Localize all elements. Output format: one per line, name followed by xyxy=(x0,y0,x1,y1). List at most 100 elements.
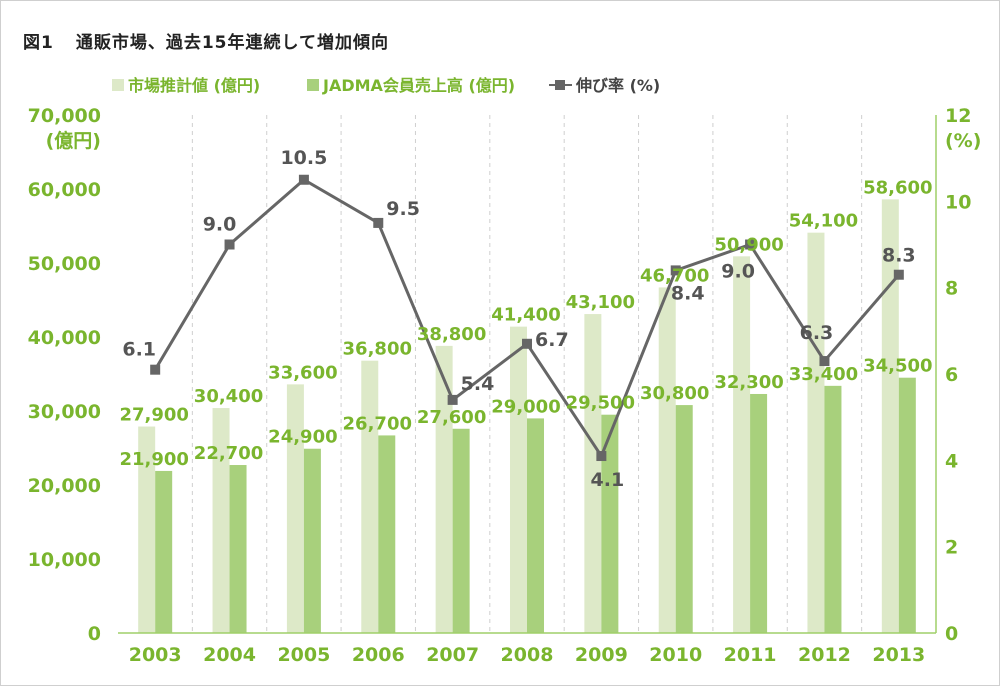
rate-point-2007 xyxy=(447,394,458,405)
y-left-tick-label: 0 xyxy=(88,623,101,645)
y-left-tick-label: 50,000 xyxy=(28,253,101,275)
y-right-unit: (%) xyxy=(945,130,981,152)
rate-point-2006 xyxy=(373,217,384,228)
rate-point-2009 xyxy=(596,451,607,462)
bar-jadma-2004 xyxy=(229,465,247,633)
rate-value-label: 6.3 xyxy=(800,322,834,344)
y-right-tick-label: 10 xyxy=(945,191,971,213)
bar-jadma-2013 xyxy=(898,377,916,633)
rate-point-2005 xyxy=(298,174,309,185)
bar-jadma-2006 xyxy=(378,435,396,633)
market-value-label: 33,600 xyxy=(268,362,337,383)
legend-marker-rate xyxy=(555,80,565,90)
rate-point-2010 xyxy=(670,265,681,276)
rate-value-label: 8.4 xyxy=(671,282,705,304)
y-left-tick-label: 60,000 xyxy=(28,179,101,201)
bar-jadma-2007 xyxy=(452,428,470,633)
figure-title: 図1 通販市場、過去15年連続して増加傾向 xyxy=(23,28,389,53)
y-left-tick-label: 10,000 xyxy=(28,549,101,571)
figure-title-text: 通販市場、過去15年連続して増加傾向 xyxy=(75,33,389,53)
rate-value-label: 6.7 xyxy=(535,329,569,351)
jadma-value-label: 30,800 xyxy=(640,383,709,404)
x-tick-label: 2010 xyxy=(649,644,702,666)
market-value-label: 38,800 xyxy=(417,324,486,345)
x-tick-label: 2008 xyxy=(501,644,554,666)
data-labels: 27,900 21,900 30,400 22,700 33,600 24,900 36,8… xyxy=(119,147,932,491)
bar-market-2005 xyxy=(286,384,304,633)
bar-market-2011 xyxy=(733,256,751,633)
jadma-value-label: 33,400 xyxy=(789,364,858,385)
market-value-label: 36,800 xyxy=(343,339,412,360)
jadma-value-label: 29,000 xyxy=(491,396,560,417)
bar-jadma-2012 xyxy=(824,385,842,633)
rate-point-2008 xyxy=(522,338,532,349)
bar-jadma-2008 xyxy=(527,418,544,633)
bar-market-2013 xyxy=(881,199,899,634)
market-value-label: 30,400 xyxy=(194,386,263,407)
market-value-label: 27,900 xyxy=(119,405,188,426)
bar-jadma-2003 xyxy=(155,470,173,633)
y-right-tick-label: 12 xyxy=(945,105,971,127)
jadma-value-label: 27,600 xyxy=(417,407,486,428)
y-left-tick-label: 30,000 xyxy=(28,401,101,423)
y-right-tick-label: 2 xyxy=(945,537,958,559)
x-tick-label: 2013 xyxy=(872,644,925,666)
rate-value-label: 5.4 xyxy=(461,373,495,395)
rate-value-label: 4.1 xyxy=(591,469,625,491)
rate-point-2004 xyxy=(224,239,235,250)
bar-market-2003 xyxy=(138,426,156,633)
jadma-value-label: 29,500 xyxy=(566,393,635,414)
market-value-label: 41,400 xyxy=(491,305,560,326)
rate-value-label: 9.5 xyxy=(386,198,420,220)
bar-jadma-2009 xyxy=(601,414,619,633)
jadma-value-label: 32,300 xyxy=(714,372,783,393)
jadma-value-label: 34,500 xyxy=(863,356,932,377)
bar-jadma-2010 xyxy=(675,405,693,633)
rate-point-2013 xyxy=(893,269,904,280)
x-tick-label: 2005 xyxy=(277,644,330,666)
rate-point-2012 xyxy=(819,356,830,367)
x-tick-label: 2012 xyxy=(798,644,851,666)
legend-label-market: 市場推計値 (億円) xyxy=(128,76,260,95)
y-left-unit: (億円) xyxy=(46,129,101,152)
jadma-value-label: 26,700 xyxy=(343,413,412,434)
bar-jadma-2005 xyxy=(303,448,321,633)
bar-market-2010 xyxy=(658,287,676,633)
bar-jadma-2011 xyxy=(750,393,768,633)
y-right-tick-label: 0 xyxy=(945,623,958,645)
x-tick-label: 2006 xyxy=(352,644,405,666)
x-tick-label: 2007 xyxy=(426,644,479,666)
axes: 0 10,000 20,000 30,000 40,000 50,000 60,000 70,… xyxy=(28,105,982,666)
x-tick-label: 2011 xyxy=(724,644,777,666)
market-value-label: 46,700 xyxy=(640,265,709,286)
rate-value-label: 9.0 xyxy=(721,261,755,283)
bar-market-2009 xyxy=(584,314,602,633)
market-value-label: 54,100 xyxy=(789,211,858,232)
rate-value-label: 10.5 xyxy=(280,147,327,169)
bars xyxy=(138,199,916,634)
jadma-value-label: 24,900 xyxy=(268,427,337,448)
y-left-tick-label: 70,000 xyxy=(28,105,101,127)
market-value-label: 58,600 xyxy=(863,177,932,198)
bar-market-2007 xyxy=(435,345,453,633)
bar-market-2004 xyxy=(212,408,230,633)
legend-label-jadma: JADMA会員売上高 (億円) xyxy=(322,76,515,95)
y-left-tick-label: 20,000 xyxy=(28,475,101,497)
y-right-tick-label: 6 xyxy=(945,364,958,386)
y-right-tick-label: 4 xyxy=(945,450,958,472)
market-value-label: 50,900 xyxy=(714,234,783,255)
jadma-value-label: 21,900 xyxy=(119,449,188,470)
bar-market-2012 xyxy=(807,232,825,633)
rate-line-layer xyxy=(150,174,904,462)
rate-value-label: 6.1 xyxy=(122,339,156,361)
figure-number: 図1 xyxy=(23,33,54,53)
x-tick-label: 2009 xyxy=(575,644,628,666)
bar-market-2008 xyxy=(510,326,527,633)
rate-point-2003 xyxy=(150,364,161,375)
rate-value-label: 8.3 xyxy=(882,245,916,267)
rate-point-2011 xyxy=(745,239,756,250)
bar-market-2006 xyxy=(361,360,379,633)
x-tick-label: 2003 xyxy=(129,644,182,666)
